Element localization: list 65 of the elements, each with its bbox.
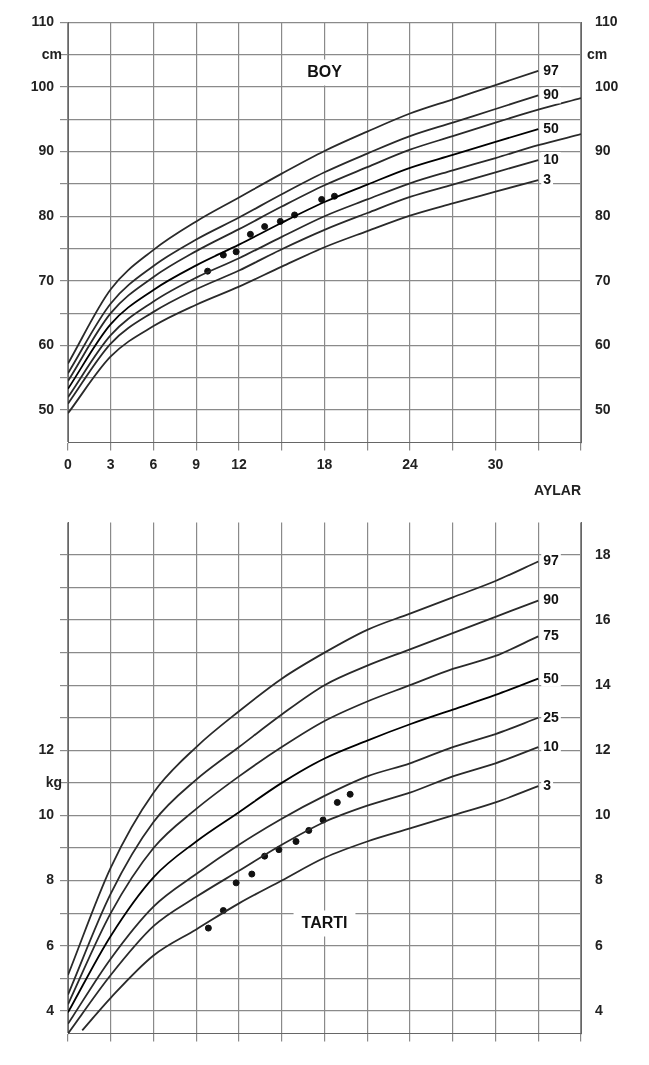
y2-tick-label: 6 bbox=[595, 936, 603, 953]
series-label: 25 bbox=[543, 708, 560, 725]
y-tick-label: 4 bbox=[46, 1001, 55, 1018]
y-tick-label: 10 bbox=[38, 806, 55, 823]
point bbox=[346, 790, 354, 798]
y-tick-label: 60 bbox=[38, 336, 55, 353]
y-axis-title: kg bbox=[45, 773, 62, 790]
y-tick-label: 50 bbox=[38, 400, 55, 417]
series-label: 50 bbox=[543, 119, 560, 136]
x-tick-label: 18 bbox=[316, 455, 333, 472]
point bbox=[232, 879, 240, 887]
y-axis-title: cm bbox=[41, 45, 62, 62]
x-tick-label: 30 bbox=[487, 455, 504, 472]
y2-tick-label: 14 bbox=[595, 676, 611, 693]
series-label: 3 bbox=[543, 777, 552, 793]
y-tick-label: 80 bbox=[38, 207, 55, 224]
y2-tick-label: 70 bbox=[595, 271, 611, 288]
point bbox=[261, 223, 269, 231]
y2-tick-label: 80 bbox=[595, 207, 611, 224]
point bbox=[333, 798, 341, 806]
x-axis-title: AYLAR bbox=[534, 482, 581, 499]
series-label: 10 bbox=[543, 150, 560, 167]
x-tick-label: 12 bbox=[231, 455, 247, 472]
y-tick-label: 12 bbox=[38, 741, 55, 758]
y-tick-label: 70 bbox=[38, 271, 55, 288]
point bbox=[292, 837, 300, 845]
line-series bbox=[81, 785, 540, 1032]
y2-tick-label: 90 bbox=[595, 142, 611, 159]
x-tick-label: 3 bbox=[106, 455, 115, 472]
x-tick-label: 0 bbox=[64, 455, 73, 472]
series-label: 3 bbox=[543, 170, 552, 187]
series-label: 97 bbox=[543, 552, 560, 569]
y2-axis-title: cm bbox=[587, 45, 608, 62]
x-tick-label: 9 bbox=[192, 455, 201, 472]
point bbox=[204, 924, 212, 932]
point bbox=[246, 230, 254, 238]
y2-tick-label: 12 bbox=[595, 741, 611, 758]
point bbox=[248, 870, 256, 878]
y2-tick-label: 8 bbox=[595, 871, 603, 888]
y-tick-label: 90 bbox=[38, 142, 55, 159]
y-tick-label: 8 bbox=[46, 871, 55, 888]
y2-tick-label: 4 bbox=[595, 1001, 603, 1018]
x-tick-label: 6 bbox=[149, 455, 158, 472]
series-label: 97 bbox=[543, 61, 560, 78]
y2-tick-label: 10 bbox=[595, 806, 611, 823]
y2-tick-label: 110 bbox=[595, 13, 618, 30]
y-tick-label: 110 bbox=[31, 13, 55, 30]
series-label: 50 bbox=[543, 669, 560, 686]
y-tick-label: 6 bbox=[46, 936, 55, 953]
point bbox=[318, 195, 326, 203]
series-label: 90 bbox=[543, 86, 560, 103]
x-tick-label: 24 bbox=[402, 455, 418, 472]
y2-tick-label: 16 bbox=[595, 610, 611, 627]
series-label: 10 bbox=[543, 737, 560, 754]
y2-tick-label: 60 bbox=[595, 336, 611, 353]
y2-tick-label: 18 bbox=[595, 545, 611, 562]
text: BOY bbox=[307, 62, 343, 80]
y2-tick-label: 50 bbox=[595, 400, 611, 417]
point bbox=[232, 248, 240, 256]
series-label: 90 bbox=[543, 591, 560, 608]
series-label: 75 bbox=[543, 627, 560, 644]
y2-tick-label: 100 bbox=[595, 77, 619, 94]
point bbox=[275, 846, 283, 854]
y-tick-label: 100 bbox=[30, 77, 55, 94]
text: TARTI bbox=[301, 914, 348, 932]
